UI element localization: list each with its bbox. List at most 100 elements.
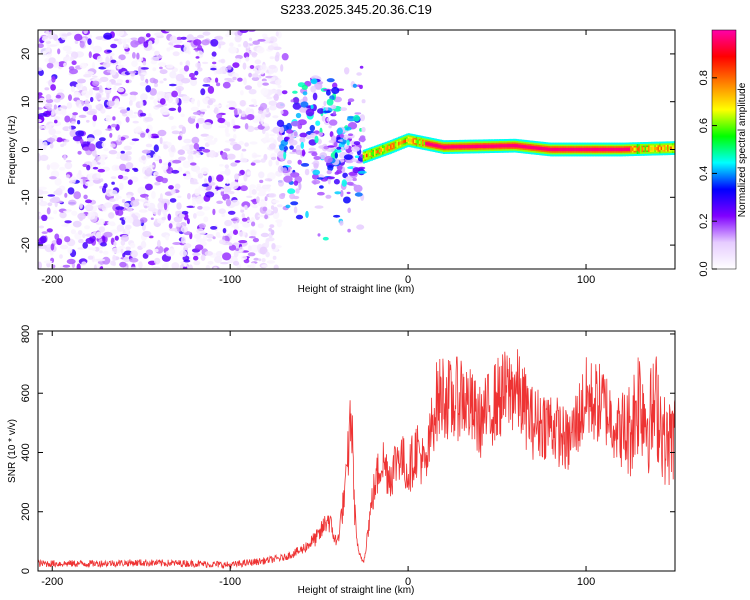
- spectrogram-band-cell: [667, 151, 670, 156]
- spectrogram-band-cell: [492, 147, 495, 152]
- spectrogram-cell: [103, 32, 113, 40]
- spectrogram-band-cell: [402, 141, 406, 145]
- spectrogram-band-cell: [636, 152, 639, 156]
- spectrogram-band-cell: [404, 134, 407, 138]
- spectrogram-band-cell: [417, 140, 420, 144]
- spectrogram-cell: [153, 144, 159, 153]
- spectrogram-cell: [72, 220, 82, 228]
- spectrogram-cell: [232, 125, 241, 129]
- spectrogram-x-ticks: -200 -100 0 100: [41, 30, 595, 286]
- spectrogram-band-cell: [641, 147, 644, 151]
- spectrogram-band-cell: [607, 147, 610, 152]
- spectrogram-band-cell: [383, 149, 386, 153]
- spectrogram-cell: [107, 221, 111, 225]
- spectrogram-cell: [299, 107, 308, 113]
- spectrogram-band-cell: [473, 146, 476, 150]
- spectrogram-cell: [159, 80, 164, 84]
- spectrogram-band-cell: [487, 146, 490, 150]
- spectrogram-band-cell: [415, 134, 418, 138]
- spectrogram-band-cell: [670, 146, 673, 150]
- spectrogram-cell: [57, 48, 61, 55]
- spectrogram-cell: [196, 170, 201, 174]
- spectrogram-band-cell: [410, 133, 414, 137]
- spectrogram-band-cell: [532, 151, 535, 155]
- spectrogram-cell: [195, 62, 202, 68]
- spectrogram-cell: [63, 62, 67, 68]
- spectrogram-band-cell: [515, 147, 518, 151]
- spectrogram-cell: [356, 224, 365, 230]
- spectrogram-band-cell: [662, 145, 665, 149]
- spectrogram-cell: [68, 180, 76, 184]
- spectrogram-band-cell: [466, 150, 470, 154]
- spectrogram-cell: [183, 261, 187, 267]
- spectrogram-band-cell: [409, 142, 412, 146]
- spectrogram-band-cell: [438, 144, 441, 148]
- spectrogram-band-cell: [633, 144, 636, 148]
- spectrogram-cell: [246, 125, 255, 132]
- spectrogram-band-cell: [649, 152, 652, 156]
- spectrogram-band-cell: [590, 147, 593, 152]
- spectrogram-band-cell: [534, 147, 537, 152]
- spectrogram-cell: [87, 255, 94, 260]
- spectrogram-cell: [224, 77, 233, 81]
- spectrogram-band-cell: [548, 151, 551, 155]
- spectrogram-cell: [49, 176, 57, 180]
- spectrogram-cell: [298, 182, 302, 191]
- spectrogram-band-cell: [412, 134, 415, 138]
- spectrogram-band-cell: [417, 145, 420, 149]
- spectrogram-cell: [62, 264, 71, 268]
- spectrogram-band-cell: [593, 153, 596, 157]
- spectrogram-cell: [139, 100, 144, 108]
- spectrogram-band-cell: [458, 141, 462, 145]
- spectrogram-cell: [168, 116, 174, 120]
- spectrogram-band-cell: [542, 148, 545, 152]
- spectrogram-cell: [98, 218, 105, 226]
- spectrogram-band-cell: [436, 142, 439, 146]
- spectrogram-band-cell: [523, 145, 526, 149]
- spectrogram-band-cell: [636, 149, 639, 153]
- spectrogram-cell: [317, 177, 324, 180]
- spectrogram-band-cell: [673, 141, 675, 145]
- spectrogram-cell: [106, 81, 112, 89]
- spectrogram-cell: [244, 85, 252, 90]
- spectrogram-band-cell: [627, 149, 630, 153]
- spectrogram-band-cell: [635, 145, 638, 149]
- spectrogram-band-cell: [452, 140, 455, 144]
- spectrogram-cell: [154, 257, 161, 265]
- spectrogram-cell: [193, 213, 197, 219]
- spectrogram-band-cell: [412, 136, 415, 140]
- spectrogram-band-cell: [462, 148, 465, 152]
- spectrogram-cell: [123, 256, 131, 263]
- spectrogram-cell: [81, 90, 90, 97]
- spectrogram-band-cell: [478, 143, 481, 147]
- spectrogram-cell: [274, 79, 281, 85]
- spectrogram-cell: [181, 145, 190, 150]
- spectrogram-band-cell: [484, 141, 487, 145]
- spectrogram-band-cell: [366, 152, 369, 156]
- spectrogram-cell: [206, 234, 215, 239]
- spectrogram-cell: [240, 209, 245, 213]
- spectrogram-cell: [260, 87, 269, 96]
- spectrogram-band-cell: [657, 150, 660, 154]
- spectrogram-cell: [48, 44, 58, 47]
- spectrogram-band-cell: [463, 145, 466, 149]
- spectrogram-cell: [237, 77, 243, 82]
- spectrogram-band-cell: [646, 148, 649, 153]
- spectrogram-cell: [144, 117, 154, 122]
- spectrogram-cell: [129, 100, 133, 106]
- spectrogram-cell: [125, 162, 134, 170]
- spectrogram-band-cell: [482, 146, 486, 150]
- spectrogram-band-cell: [503, 139, 506, 143]
- spectrogram-cell: [241, 213, 245, 219]
- spectrogram-band-cell: [518, 147, 521, 152]
- spectrogram-band-cell: [406, 133, 409, 137]
- spectrogram-band-cell: [577, 153, 580, 157]
- spectrogram-band-cell: [639, 144, 643, 148]
- spectrogram-band-cell: [462, 146, 465, 150]
- spectrogram-band-cell: [518, 139, 521, 143]
- spectrogram-band-cell: [561, 146, 564, 150]
- spectrogram-band-cell: [404, 141, 407, 145]
- spectrogram-cell: [326, 78, 335, 83]
- spectrogram-band-cell: [366, 159, 369, 163]
- spectrogram-cell: [169, 71, 177, 79]
